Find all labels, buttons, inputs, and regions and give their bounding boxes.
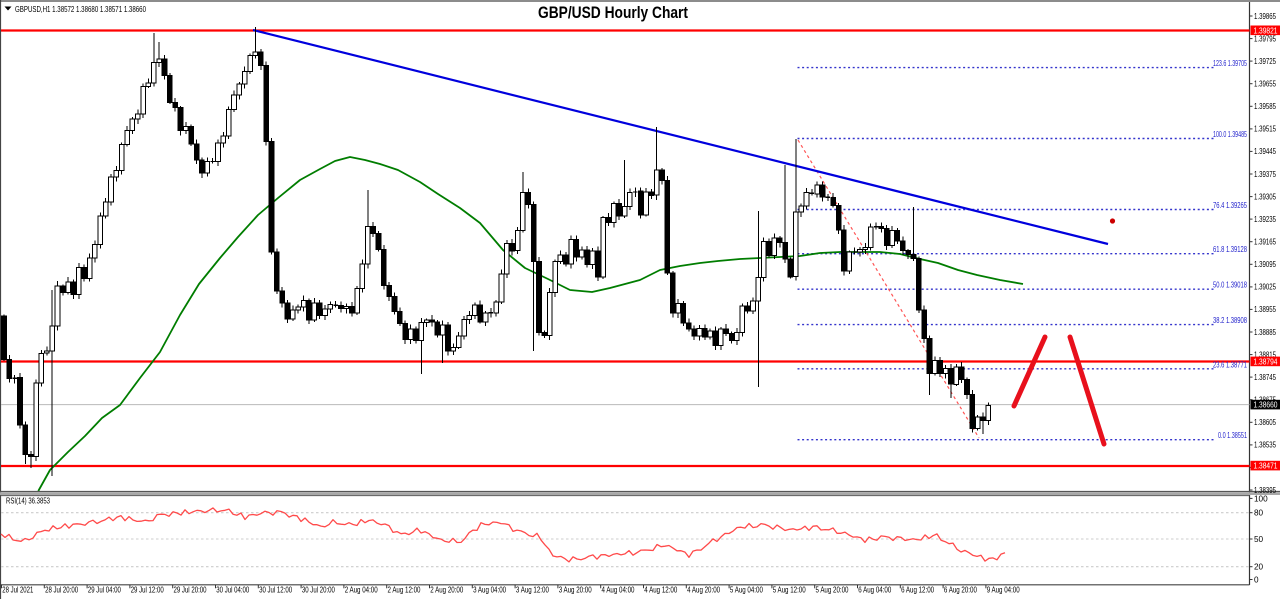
- svg-text:100.0 1.39485: 100.0 1.39485: [1213, 130, 1247, 139]
- svg-text:80: 80: [1254, 509, 1264, 518]
- svg-text:1.38605: 1.38605: [1254, 418, 1276, 427]
- svg-text:1.39445: 1.39445: [1254, 147, 1276, 156]
- svg-text:3 Aug 12:00: 3 Aug 12:00: [516, 586, 549, 595]
- svg-text:1.38794: 1.38794: [1254, 357, 1278, 366]
- svg-text:1.38745: 1.38745: [1254, 373, 1276, 382]
- svg-text:1.39585: 1.39585: [1254, 102, 1276, 111]
- svg-text:1.39821: 1.39821: [1254, 26, 1278, 35]
- svg-text:1.38885: 1.38885: [1254, 328, 1276, 337]
- svg-text:5 Aug 20:00: 5 Aug 20:00: [816, 586, 849, 595]
- svg-text:29 Jul 12:00: 29 Jul 12:00: [131, 586, 164, 595]
- svg-text:2 Aug 20:00: 2 Aug 20:00: [430, 586, 463, 595]
- svg-text:1.38660: 1.38660: [1254, 401, 1278, 410]
- svg-text:4 Aug 20:00: 4 Aug 20:00: [687, 586, 720, 595]
- svg-text:1.39025: 1.39025: [1254, 283, 1276, 292]
- svg-text:1.39655: 1.39655: [1254, 80, 1276, 89]
- svg-text:1.39725: 1.39725: [1254, 57, 1276, 66]
- svg-text:0: 0: [1254, 576, 1259, 585]
- svg-text:38.2 1.38908: 38.2 1.38908: [1213, 316, 1247, 325]
- svg-text:5 Aug 04:00: 5 Aug 04:00: [730, 586, 763, 595]
- svg-text:9 Aug 04:00: 9 Aug 04:00: [987, 586, 1020, 595]
- svg-text:3 Aug 04:00: 3 Aug 04:00: [473, 586, 506, 595]
- svg-text:2 Aug 12:00: 2 Aug 12:00: [388, 586, 421, 595]
- svg-text:3 Aug 20:00: 3 Aug 20:00: [559, 586, 592, 595]
- svg-text:1.39235: 1.39235: [1254, 215, 1276, 224]
- svg-text:1.39865: 1.39865: [1254, 12, 1276, 21]
- svg-text:1.39165: 1.39165: [1254, 238, 1276, 247]
- svg-text:1.39515: 1.39515: [1254, 125, 1276, 134]
- svg-text:0.0 1.38551: 0.0 1.38551: [1218, 431, 1247, 440]
- svg-text:100: 100: [1254, 494, 1268, 503]
- svg-text:50: 50: [1254, 535, 1264, 544]
- svg-text:1.38535: 1.38535: [1254, 441, 1276, 450]
- svg-text:2 Aug 04:00: 2 Aug 04:00: [345, 586, 378, 595]
- svg-text:1.39095: 1.39095: [1254, 260, 1276, 269]
- svg-text:6 Aug 12:00: 6 Aug 12:00: [901, 586, 934, 595]
- svg-text:28 Jul 20:00: 28 Jul 20:00: [45, 586, 78, 595]
- svg-text:30 Jul 12:00: 30 Jul 12:00: [259, 586, 292, 595]
- svg-text:29 Jul 20:00: 29 Jul 20:00: [174, 586, 207, 595]
- svg-text:30 Jul 20:00: 30 Jul 20:00: [302, 586, 335, 595]
- svg-text:30 Jul 04:00: 30 Jul 04:00: [216, 586, 249, 595]
- svg-text:1.39305: 1.39305: [1254, 192, 1276, 201]
- svg-text:23.6 1.38771: 23.6 1.38771: [1213, 360, 1247, 369]
- svg-text:6 Aug 20:00: 6 Aug 20:00: [944, 586, 977, 595]
- svg-text:20: 20: [1254, 563, 1264, 572]
- svg-text:1.38955: 1.38955: [1254, 305, 1276, 314]
- svg-text:GBPUSD,H1 1.38572 1.38680 1.3: GBPUSD,H1 1.38572 1.38680 1.38571 1.3866…: [15, 4, 146, 14]
- svg-text:6 Aug 04:00: 6 Aug 04:00: [858, 586, 891, 595]
- svg-text:50.0 1.39018: 50.0 1.39018: [1213, 281, 1247, 290]
- svg-text:4 Aug 04:00: 4 Aug 04:00: [602, 586, 635, 595]
- svg-text:123.6 1.39705: 123.6 1.39705: [1213, 59, 1247, 68]
- svg-text:76.4 1.39265: 76.4 1.39265: [1213, 201, 1247, 210]
- svg-text:29 Jul 04:00: 29 Jul 04:00: [88, 586, 121, 595]
- svg-text:4 Aug 12:00: 4 Aug 12:00: [644, 586, 677, 595]
- svg-text:5 Aug 12:00: 5 Aug 12:00: [773, 586, 806, 595]
- svg-text:GBP/USD Hourly Chart: GBP/USD Hourly Chart: [538, 4, 688, 22]
- svg-text:1.39795: 1.39795: [1254, 34, 1276, 43]
- svg-text:RSI(14) 36.3853: RSI(14) 36.3853: [6, 496, 50, 506]
- svg-text:1.38471: 1.38471: [1254, 462, 1278, 471]
- svg-text:28 Jul 2021: 28 Jul 2021: [2, 586, 33, 595]
- svg-text:61.8 1.39128: 61.8 1.39128: [1213, 245, 1247, 254]
- svg-text:1.39375: 1.39375: [1254, 170, 1276, 179]
